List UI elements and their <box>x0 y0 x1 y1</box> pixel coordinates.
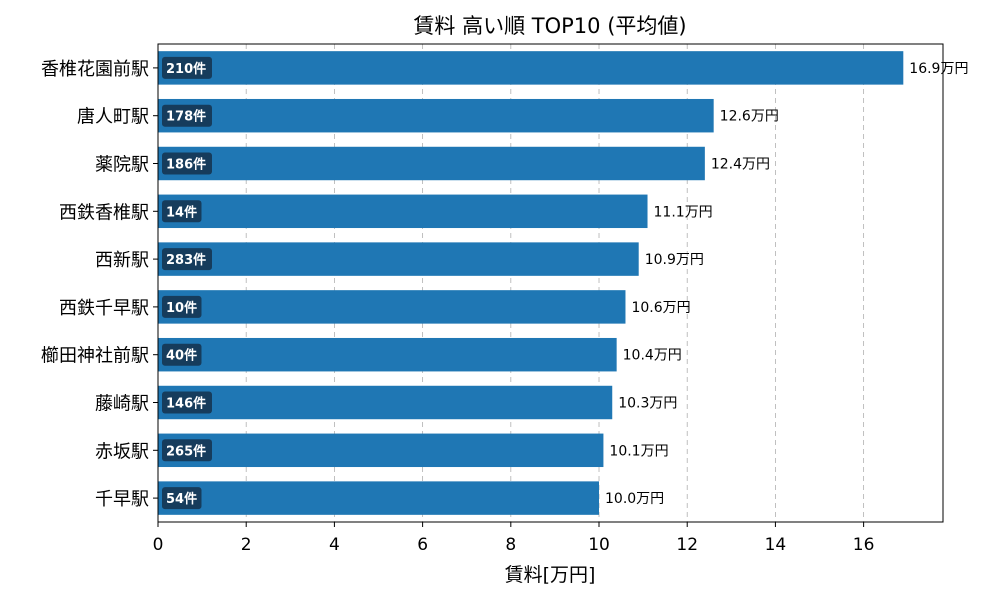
bar <box>158 433 604 468</box>
bar <box>158 290 626 324</box>
bar <box>158 51 904 85</box>
count-badge <box>162 391 212 414</box>
x-tick-label: 14 <box>765 535 787 555</box>
count-badge <box>162 439 212 462</box>
x-tick-label: 6 <box>417 535 428 555</box>
y-tick-label: 赤坂駅 <box>95 441 149 462</box>
value-label: 12.6万円 <box>720 109 779 125</box>
count-badge <box>162 56 212 79</box>
value-label: 10.1万円 <box>609 443 668 459</box>
y-tick-label: 西鉄香椎駅 <box>59 202 149 223</box>
count-badge <box>162 343 202 366</box>
y-tick-label: 櫛田神社前駅 <box>41 346 149 367</box>
count-badge-label: 14件 <box>166 204 197 220</box>
bar <box>158 194 648 229</box>
x-tick-label: 8 <box>505 535 516 555</box>
y-axis-ticks: 香椎花園前駅唐人町駅薬院駅西鉄香椎駅西新駅西鉄千早駅櫛田神社前駅藤崎駅赤坂駅千早… <box>41 59 158 510</box>
x-tick-label: 10 <box>588 535 610 555</box>
x-tick-label: 0 <box>153 535 164 555</box>
count-badge-label: 54件 <box>166 491 197 507</box>
bar <box>158 242 639 276</box>
count-badge-label: 210件 <box>166 61 206 77</box>
bar <box>158 146 705 181</box>
y-tick-label: 唐人町駅 <box>77 107 149 128</box>
y-tick-label: 西鉄千早駅 <box>59 298 149 319</box>
bar <box>158 481 600 515</box>
y-tick-label: 藤崎駅 <box>95 394 149 415</box>
count-badge <box>162 487 202 510</box>
count-badges: 210件 178件 186件 14件 283件 10件 40件 146件 265件 54件 <box>162 56 212 510</box>
value-label: 12.4万円 <box>711 157 770 173</box>
value-label: 10.0万円 <box>605 491 664 507</box>
y-tick-label: 西新駅 <box>95 250 149 271</box>
value-label: 10.3万円 <box>618 396 677 412</box>
count-badge <box>162 152 212 175</box>
value-label: 10.4万円 <box>623 348 682 364</box>
y-tick-label: 香椎花園前駅 <box>41 59 149 80</box>
x-tick-label: 2 <box>241 535 252 555</box>
y-tick-label: 千早駅 <box>95 489 149 510</box>
x-axis-ticks: 0 2 4 6 8 10 12 14 16 <box>153 522 875 555</box>
x-axis-label: 賃料[万円] <box>505 564 596 586</box>
x-tick-label: 4 <box>329 535 340 555</box>
bar <box>158 98 714 133</box>
count-badge <box>162 200 202 223</box>
x-tick-label: 16 <box>853 535 875 555</box>
count-badge <box>162 248 212 271</box>
y-tick-label: 薬院駅 <box>95 155 149 176</box>
plot-frame <box>157 43 944 523</box>
value-labels: 16.9万円 12.6万円 12.4万円 11.1万円 10.9万円 10.6万円 10.4… <box>605 61 968 507</box>
x-tick-label: 12 <box>676 535 698 555</box>
chart-title: 賃料 高い順 TOP10 (平均値) <box>413 14 686 38</box>
count-badge <box>162 295 202 318</box>
value-label: 16.9万円 <box>909 61 968 77</box>
count-badge-label: 10件 <box>166 300 197 316</box>
count-badge-label: 40件 <box>166 348 197 364</box>
count-badge-label: 186件 <box>166 157 206 173</box>
count-badge-label: 146件 <box>166 396 206 412</box>
bars <box>158 51 904 515</box>
value-label: 10.9万円 <box>645 252 704 268</box>
bar <box>158 337 617 372</box>
value-label: 10.6万円 <box>631 300 690 316</box>
count-badge-label: 283件 <box>166 252 206 268</box>
count-badge-label: 178件 <box>166 109 206 125</box>
value-label: 11.1万円 <box>654 204 713 220</box>
bar <box>158 385 613 420</box>
count-badge-label: 265件 <box>166 443 206 459</box>
count-badge <box>162 104 212 127</box>
